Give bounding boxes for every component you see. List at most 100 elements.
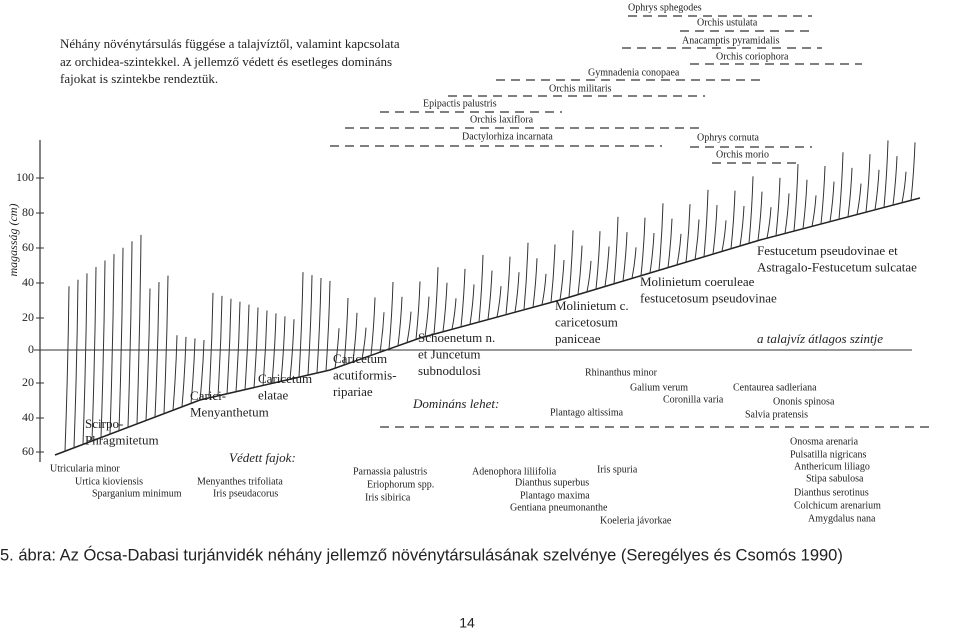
protected-species: Urtica kioviensis	[75, 476, 143, 487]
plant	[181, 336, 187, 407]
plant	[532, 258, 538, 308]
plant	[865, 154, 871, 213]
protected-species: Dianthus serotinus	[794, 487, 869, 498]
plant	[235, 301, 241, 392]
plant	[685, 204, 691, 263]
community-name: Molinietum c.	[555, 298, 629, 313]
orchid-level: Orchis morio	[716, 149, 769, 160]
plant	[721, 220, 727, 252]
plant	[676, 233, 682, 265]
protected-species: Colchicum arenarium	[794, 500, 881, 511]
community-name: ripariae	[333, 384, 373, 399]
plant	[136, 234, 142, 424]
plant	[622, 232, 628, 282]
plant	[559, 259, 565, 301]
protected-species: Iris pseudacorus	[213, 488, 278, 499]
plant	[883, 140, 889, 208]
plant	[838, 152, 844, 220]
y-tick-label: 0	[28, 342, 34, 356]
community-name: Menyanthetum	[190, 404, 269, 419]
plant	[757, 191, 763, 241]
plant	[460, 268, 466, 327]
orchid-level: Orchis coriophora	[716, 51, 789, 62]
plant	[793, 164, 799, 232]
water-table-label: a talajvíz átlagos szintje	[757, 331, 883, 346]
plant	[703, 189, 709, 257]
plant	[91, 266, 97, 441]
dominant-species: Centaurea sadleriana	[733, 382, 817, 393]
plant	[379, 312, 385, 353]
plant	[802, 179, 808, 229]
dominant-species: Coronilla varia	[663, 394, 724, 405]
dominant-heading: Domináns lehet:	[412, 396, 499, 411]
plant	[307, 275, 313, 376]
community-name: Caricetum	[333, 351, 387, 366]
plant	[253, 307, 259, 388]
community-name: Phragmitetum	[85, 432, 159, 447]
y-axis-label: magasság (cm)	[6, 204, 20, 277]
vegetation	[64, 140, 916, 452]
plant	[730, 190, 736, 249]
protected-species: Menyanthes trifoliata	[197, 476, 283, 487]
plant	[487, 270, 493, 320]
y-tick-label: 60	[22, 444, 34, 458]
protected-species: Adenophora liliifolia	[472, 466, 557, 477]
community-name: subnodulosi	[418, 363, 481, 378]
plant	[145, 288, 151, 421]
protected-species: Parnassia palustris	[353, 466, 427, 477]
plant	[586, 260, 592, 292]
plant	[496, 286, 502, 318]
plant	[856, 183, 862, 215]
protected-species: Stipa sabulosa	[806, 473, 864, 484]
protected-species: Anthericum liliago	[794, 461, 870, 472]
plant	[847, 167, 853, 217]
plant	[442, 282, 448, 332]
plant	[811, 195, 817, 227]
orchid-level: Ophrys cornuta	[697, 132, 759, 143]
plant	[739, 205, 745, 247]
community-name: caricetosum	[555, 314, 618, 329]
orchid-level: Orchis militaris	[549, 83, 612, 94]
caption: 5. ábra: Az Ócsa-Dabasi turjánvidék néhá…	[0, 545, 843, 564]
plant	[631, 247, 637, 279]
plant	[541, 273, 547, 305]
community-name: festucetosum pseudovinae	[640, 290, 777, 305]
plant	[424, 296, 430, 337]
plant	[613, 216, 619, 284]
plant	[406, 311, 412, 343]
y-tick-label: 60	[22, 240, 34, 254]
protected-heading: Védett fajok:	[229, 450, 296, 465]
plant	[604, 246, 610, 287]
orchid-level: Anacamptis pyramidalis	[682, 35, 780, 46]
dominant-species: Ononis spinosa	[773, 396, 835, 407]
plant	[595, 231, 601, 290]
plant	[550, 244, 556, 303]
plant	[298, 272, 304, 378]
dominant-species: Galium verum	[630, 382, 688, 393]
plant	[352, 312, 358, 362]
orchid-dashes	[330, 15, 862, 164]
dominant-species: Rhinanthus minor	[585, 367, 658, 378]
plant	[154, 282, 160, 418]
plant	[712, 205, 718, 255]
plant	[289, 319, 295, 380]
plant	[775, 177, 781, 236]
plant	[208, 292, 214, 398]
plant	[271, 313, 277, 384]
community-name: paniceae	[555, 331, 601, 346]
plant	[469, 284, 475, 325]
plant	[343, 298, 349, 366]
plant	[640, 217, 646, 276]
intro-line: Néhány növénytársulás függése a talajvíz…	[60, 36, 400, 51]
protected-species: Dianthus superbus	[515, 477, 589, 488]
plant	[451, 298, 457, 330]
plant	[505, 256, 511, 315]
plant	[658, 203, 664, 271]
dominant-species: Salvia pratensis	[745, 409, 808, 420]
protected-species: Plantago maxima	[520, 490, 590, 501]
community-name: acutiformis-	[333, 367, 397, 382]
plant	[829, 181, 835, 222]
plant	[748, 176, 754, 244]
protected-species: Utricularia minor	[50, 463, 120, 474]
y-tick-label: 20	[22, 310, 34, 324]
